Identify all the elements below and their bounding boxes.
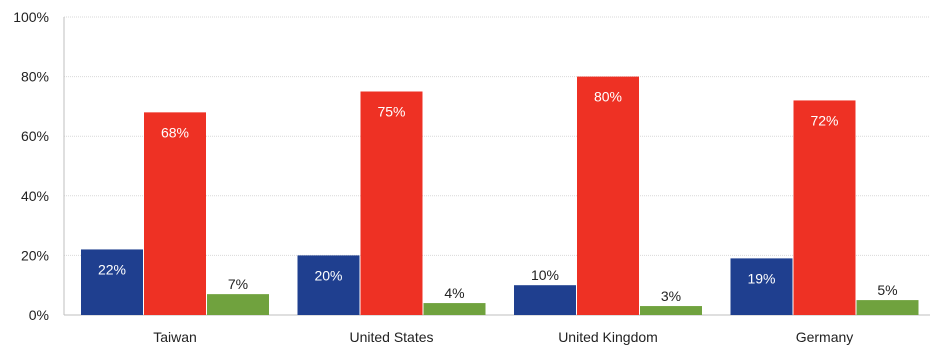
grid-layer (64, 16, 930, 256)
data-label: 22% (98, 261, 126, 277)
x-category-label: United States (349, 329, 433, 345)
bar (514, 285, 576, 315)
bar (577, 76, 639, 315)
data-label: 19% (747, 270, 775, 286)
data-label: 80% (594, 89, 622, 105)
data-label: 20% (314, 267, 342, 283)
bar (423, 303, 486, 315)
y-tick-label: 80% (21, 69, 49, 85)
bar (360, 91, 423, 315)
data-label: 5% (877, 282, 897, 298)
x-category-label: United Kingdom (558, 329, 658, 345)
y-tick-label: 20% (21, 247, 49, 263)
y-tick-label: 100% (13, 9, 49, 25)
axis-layer: 0% 20% 40% 60% 80% 100% Taiwan United States Uni… (13, 9, 930, 345)
bar (144, 112, 206, 315)
bar (793, 100, 856, 315)
x-category-label: Germany (796, 329, 854, 345)
bar (640, 306, 702, 315)
data-label: 68% (161, 124, 189, 140)
data-label: 10% (531, 267, 559, 283)
bar (730, 258, 793, 315)
bar (207, 294, 269, 315)
data-label: 3% (661, 288, 681, 304)
bars-layer (81, 76, 919, 315)
data-label: 75% (377, 104, 405, 120)
bar (856, 300, 919, 315)
data-label: 7% (228, 276, 248, 292)
y-tick-label: 60% (21, 128, 49, 144)
x-category-label: Taiwan (153, 329, 197, 345)
bar (297, 255, 360, 315)
data-label: 4% (444, 285, 464, 301)
labels-layer: 22% 68% 7% 20% 75% 4% 10% 80% 3% 19% 72% 5% (98, 89, 898, 304)
y-tick-label: 0% (29, 307, 49, 323)
data-label: 72% (810, 112, 838, 128)
y-tick-label: 40% (21, 188, 49, 204)
bar (81, 249, 143, 315)
